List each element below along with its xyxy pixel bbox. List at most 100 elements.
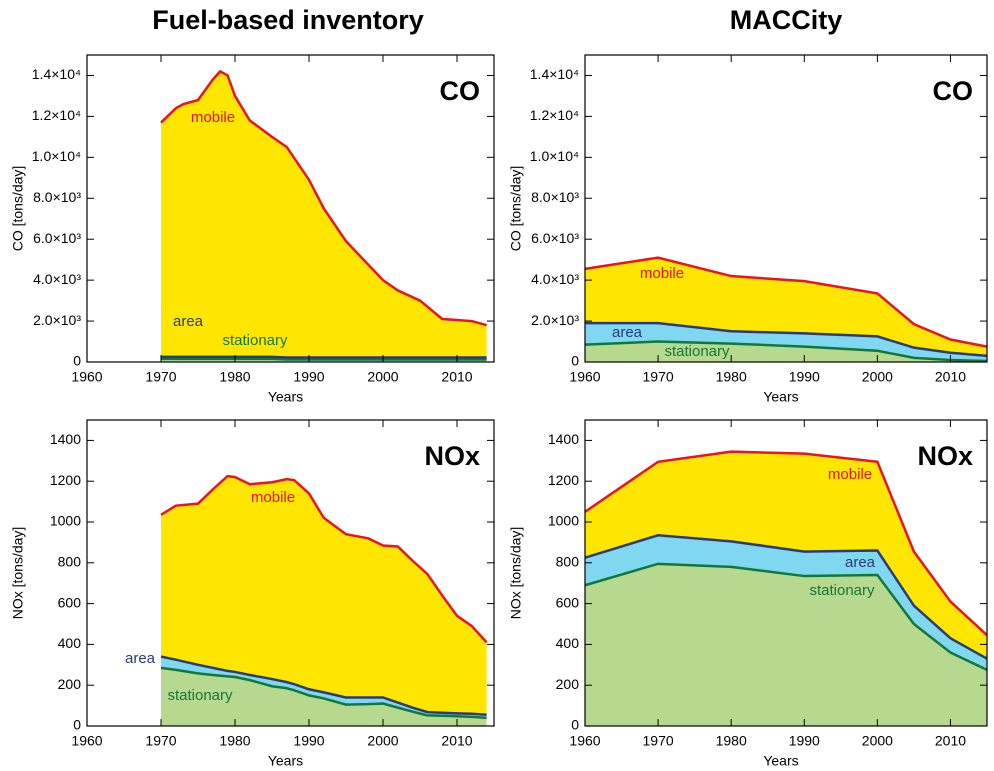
y-tick-label: 8.0×10³ — [531, 189, 579, 205]
y-tick-label: 0 — [73, 717, 81, 733]
x-tick-label: 2010 — [935, 733, 966, 749]
series-line — [161, 355, 487, 359]
y-tick-label: 0 — [571, 717, 579, 733]
y-tick-label: 6.0×10³ — [531, 230, 579, 246]
panel-label: NOx — [424, 441, 480, 471]
y-tick-label: 1400 — [50, 431, 81, 447]
plot-frame — [86, 54, 495, 363]
y-tick-label: 6.0×10³ — [33, 230, 81, 246]
y-tick-label: 1.4×10⁴ — [32, 66, 81, 82]
y-tick-label: 1.0×10⁴ — [32, 148, 81, 164]
panel-label: CO — [933, 76, 974, 106]
y-tick-label: 1.2×10⁴ — [530, 107, 579, 123]
y-axis-label: CO [tons/day] — [10, 166, 26, 252]
series-label: stationary — [664, 343, 730, 360]
x-tick-label: 1990 — [789, 733, 820, 749]
series-label: area — [125, 650, 156, 667]
x-tick-label: 2000 — [367, 369, 398, 385]
series-label: stationary — [167, 687, 233, 704]
y-tick-label: 600 — [556, 594, 580, 610]
series-label: area — [173, 313, 204, 330]
area-fill — [585, 535, 987, 670]
y-tick-label: 800 — [58, 554, 82, 570]
area-fill — [161, 667, 487, 726]
x-tick-label: 1980 — [219, 369, 250, 385]
y-tick-label: 0 — [571, 353, 579, 369]
y-tick-label: 8.0×10³ — [33, 189, 81, 205]
series-label: mobile — [828, 466, 872, 483]
y-tick-label: 1200 — [50, 472, 81, 488]
series-label: mobile — [640, 265, 684, 282]
y-axis-label: CO [tons/day] — [508, 166, 524, 252]
y-tick-label: 0 — [73, 353, 81, 369]
x-tick-label: 1980 — [716, 733, 747, 749]
x-tick-label: 2000 — [367, 733, 398, 749]
x-tick-label: 1970 — [145, 369, 176, 385]
y-tick-label: 1.2×10⁴ — [32, 107, 81, 123]
series-line — [161, 357, 487, 361]
series-line — [584, 533, 988, 660]
y-tick-label: 400 — [58, 635, 82, 651]
x-axis-label: Years — [763, 753, 798, 769]
panel-label: CO — [440, 76, 481, 106]
x-axis-label: Years — [268, 389, 303, 405]
plot-frame — [584, 54, 988, 363]
x-tick-label: 1960 — [71, 369, 102, 385]
y-tick-label: 1.0×10⁴ — [530, 148, 579, 164]
series-label: stationary — [809, 582, 875, 599]
x-tick-label: 1960 — [569, 369, 600, 385]
series-line — [160, 666, 487, 720]
series-label: stationary — [222, 332, 288, 349]
y-tick-label: 4.0×10³ — [33, 271, 81, 287]
area-fill — [161, 71, 487, 358]
x-tick-label: 1970 — [643, 369, 674, 385]
y-tick-label: 800 — [556, 554, 580, 570]
series-line — [160, 474, 488, 644]
y-tick-label: 200 — [58, 676, 82, 692]
x-tick-label: 2000 — [862, 369, 893, 385]
x-tick-label: 1970 — [643, 733, 674, 749]
y-tick-label: 1400 — [548, 431, 579, 447]
column-title: MACCity — [730, 5, 843, 35]
series-label: area — [612, 324, 643, 341]
x-tick-label: 1980 — [219, 733, 250, 749]
x-tick-label: 1980 — [716, 369, 747, 385]
y-tick-label: 400 — [556, 635, 580, 651]
x-tick-label: 1990 — [789, 369, 820, 385]
x-axis-label: Years — [763, 389, 798, 405]
x-tick-label: 2010 — [935, 369, 966, 385]
column-title: Fuel-based inventory — [152, 5, 424, 35]
y-tick-label: 200 — [556, 676, 580, 692]
y-tick-label: 2.0×10³ — [531, 312, 579, 328]
y-tick-label: 1.4×10⁴ — [530, 66, 579, 82]
series-line — [160, 69, 487, 327]
panel-label: NOx — [917, 441, 973, 471]
y-tick-label: 4.0×10³ — [531, 271, 579, 287]
series-line — [584, 340, 988, 363]
x-tick-label: 2000 — [862, 733, 893, 749]
area-fill — [585, 563, 987, 726]
x-tick-label: 2010 — [441, 733, 472, 749]
y-tick-label: 1000 — [548, 513, 579, 529]
x-tick-label: 2010 — [441, 369, 472, 385]
y-axis-label: NOx [tons/day] — [508, 527, 524, 620]
x-tick-label: 1960 — [569, 733, 600, 749]
y-tick-label: 1200 — [548, 472, 579, 488]
series-line — [585, 321, 988, 358]
y-tick-label: 600 — [58, 594, 82, 610]
plot-frame — [86, 419, 495, 727]
area-fill — [161, 476, 487, 715]
series-label: area — [845, 554, 876, 571]
series-label: mobile — [251, 489, 295, 506]
area-fill — [585, 257, 987, 356]
plot-frame — [584, 419, 988, 727]
series-line — [584, 562, 988, 672]
series-label: mobile — [191, 109, 235, 126]
x-tick-label: 1970 — [145, 733, 176, 749]
series-line — [160, 655, 487, 717]
y-tick-label: 2.0×10³ — [33, 312, 81, 328]
y-axis-label: NOx [tons/day] — [10, 527, 26, 620]
x-tick-label: 1990 — [293, 733, 324, 749]
x-axis-label: Years — [268, 753, 303, 769]
